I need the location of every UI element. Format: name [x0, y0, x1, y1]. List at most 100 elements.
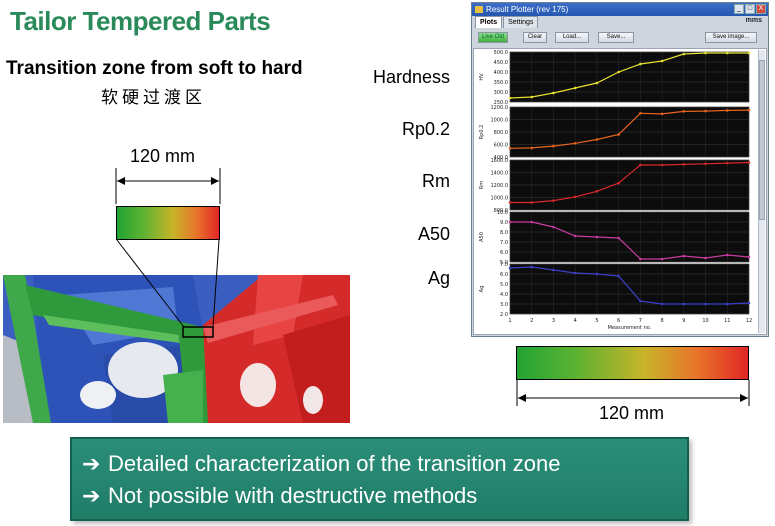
y-tick-label: 8.0 — [500, 230, 508, 236]
x-tick-label: 9 — [682, 318, 685, 324]
car-body-image — [3, 275, 350, 423]
data-point — [725, 109, 729, 112]
y-tick-label: 400.0 — [494, 70, 508, 76]
data-point — [682, 163, 686, 166]
left-dimension-arrow — [115, 168, 221, 204]
y-tick-label: 1000.0 — [491, 118, 509, 124]
x-tick-label: 12 — [746, 318, 752, 324]
data-point — [639, 257, 642, 261]
data-point — [530, 201, 534, 204]
row-label-rm: Rm — [422, 171, 450, 191]
y-tick-label: 4.0 — [500, 292, 508, 298]
data-point — [508, 96, 512, 100]
data-point — [595, 189, 599, 193]
data-point — [639, 111, 642, 115]
x-axis-label: Measurement no. — [608, 325, 652, 331]
y-tick-label: 1600.0 — [491, 158, 509, 164]
x-tick-label: 2 — [530, 318, 533, 324]
data-point — [747, 161, 751, 164]
load-button[interactable]: Load... — [555, 32, 589, 43]
data-point — [682, 110, 686, 113]
data-point — [660, 59, 664, 63]
data-point — [530, 146, 534, 150]
data-point — [552, 144, 555, 148]
left-gradient-bar — [116, 206, 220, 240]
data-point — [552, 225, 555, 229]
tab-settings[interactable]: Settings — [503, 16, 539, 28]
maximize-button[interactable]: □ — [745, 4, 755, 14]
page-title: Tailor Tempered Parts — [10, 6, 271, 36]
x-tick-label: 8 — [660, 318, 663, 324]
window-titlebar[interactable]: Result Plotter (rev 175) _ □ X — [472, 3, 768, 16]
arrow-icon: ➔ — [82, 451, 101, 476]
data-point — [573, 271, 577, 275]
save-button[interactable]: Save... — [598, 32, 634, 43]
right-dimension-label: 120 mm — [599, 403, 665, 423]
y-tick-label: 500.0 — [494, 50, 508, 56]
data-point — [682, 254, 686, 258]
y-tick-label: 6.0 — [500, 250, 508, 256]
live-button[interactable]: Live Old — [478, 32, 508, 43]
y-axis-label: Ag — [479, 286, 485, 293]
series-line-ag — [509, 266, 750, 305]
row-label-hardness: Hardness — [372, 67, 450, 87]
data-point — [508, 201, 512, 204]
close-button[interactable]: X — [756, 4, 766, 14]
y-tick-label: 9.0 — [500, 220, 508, 226]
y-tick-label: 300.0 — [494, 90, 508, 96]
minimize-button[interactable]: _ — [734, 4, 744, 14]
data-point — [725, 51, 729, 55]
y-tick-label: 1200.0 — [491, 183, 509, 189]
y-tick-label: 10.0 — [497, 210, 508, 216]
window-title: Result Plotter (rev 175) — [486, 5, 569, 14]
data-point — [704, 162, 707, 166]
save-image-button[interactable]: Save image... — [705, 32, 757, 43]
series-line-a50 — [510, 221, 750, 260]
data-point — [595, 235, 599, 239]
data-point — [747, 108, 751, 112]
data-point — [595, 138, 599, 141]
scrollbar-thumb[interactable] — [759, 60, 765, 220]
x-tick-label: 10 — [702, 318, 708, 324]
tab-plots[interactable]: Plots — [475, 16, 503, 28]
y-tick-label: 250.0 — [494, 100, 508, 106]
data-point — [573, 234, 577, 238]
x-tick-label: 4 — [574, 318, 577, 324]
data-point — [573, 86, 577, 90]
data-point — [508, 220, 512, 224]
y-tick-label: 5.0 — [500, 282, 508, 288]
subtitle: Transition zone from soft to hard — [6, 58, 303, 79]
y-tick-label: 600.0 — [494, 143, 508, 149]
series-line-rp02 — [509, 109, 750, 149]
row-label-a50: A50 — [417, 224, 450, 244]
y-tick-label: 1400.0 — [491, 171, 509, 177]
y-axis-label: Rp0.2 — [479, 125, 485, 140]
x-tick-label: 7 — [639, 318, 642, 324]
banner-text-2: Not possible with destructive methods — [108, 483, 478, 508]
data-point — [725, 253, 729, 257]
data-point — [660, 257, 664, 261]
data-point — [704, 302, 707, 306]
vertical-scrollbar[interactable] — [758, 50, 765, 333]
data-point — [595, 272, 599, 276]
series-line-rm — [510, 161, 750, 204]
y-tick-label: 800.0 — [494, 130, 508, 136]
data-point — [639, 163, 642, 167]
row-label-rp02: Rp0.2 — [401, 119, 450, 139]
panel-background — [509, 211, 750, 263]
y-axis-label: Rm — [479, 181, 485, 189]
y-tick-label: 800.0 — [494, 208, 508, 214]
y-tick-label: 400.0 — [494, 155, 508, 161]
data-point — [617, 133, 620, 136]
data-point — [660, 163, 664, 167]
data-point — [617, 236, 620, 240]
y-tick-label: 2.0 — [500, 312, 508, 318]
data-point — [660, 302, 664, 306]
clear-button[interactable]: Clear — [523, 32, 547, 43]
y-axis-label: A50 — [479, 232, 485, 242]
y-tick-label: 3.0 — [500, 302, 508, 308]
series-line-hardness — [509, 52, 749, 99]
summary-banner: ➔ Detailed characterization of the transi… — [70, 437, 689, 521]
data-point — [660, 112, 664, 116]
data-point — [573, 195, 577, 199]
